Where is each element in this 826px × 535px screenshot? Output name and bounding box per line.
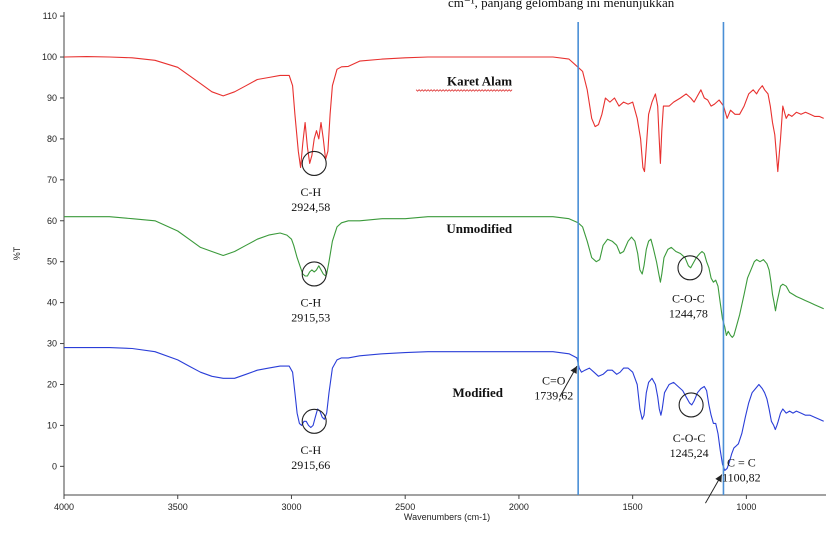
y-tick-label: 100 — [42, 52, 57, 62]
axes: 0 10 20 30 40 50 60 70 80 90 100 110 4000 3500 3000 250… — [12, 11, 826, 522]
x-tick-label: 1500 — [623, 502, 643, 512]
peak-arrow-head — [715, 474, 722, 483]
peak-annotation-label: C-O-C — [672, 292, 705, 306]
series-line-karet-alam — [63, 56, 824, 173]
peak-arrow-head — [570, 366, 577, 374]
series-name-label: Modified — [452, 385, 503, 400]
y-tick-label: 80 — [47, 134, 57, 144]
y-tick-label: 30 — [47, 339, 57, 349]
peak-circle — [677, 255, 703, 281]
peak-annotation-label: C-H — [300, 443, 321, 457]
x-tick-label: 2500 — [395, 502, 415, 512]
x-tick-label: 1000 — [736, 502, 756, 512]
series-line-unmodified — [64, 216, 824, 338]
y-tick-label: 70 — [47, 175, 57, 185]
y-tick-label: 40 — [47, 298, 57, 308]
series-name-label: Karet Alam — [447, 74, 512, 89]
x-tick-label: 4000 — [54, 502, 74, 512]
y-tick-label: 20 — [47, 379, 57, 389]
peak-annotation-label: 1100,82 — [722, 470, 761, 484]
peak-circle — [301, 261, 327, 287]
peak-annotation-label: C = C — [727, 455, 756, 469]
peak-annotation-label: 2915,66 — [291, 458, 330, 472]
peak-annotation-label: C=O — [542, 373, 566, 387]
peak-annotation-label: 1739,62 — [534, 388, 573, 402]
series-lines — [63, 56, 824, 471]
y-axis-title: %T — [12, 246, 22, 260]
reference-lines — [577, 22, 725, 495]
peak-annotation-label: 1244,78 — [669, 307, 708, 321]
peak-annotation-label: C-H — [300, 185, 321, 199]
x-tick-label: 2000 — [509, 502, 529, 512]
peak-circle — [301, 408, 327, 434]
peak-annotation-label: C-H — [300, 296, 321, 310]
peak-circle — [301, 150, 327, 176]
peak-annotation-label: C-O-C — [673, 431, 706, 445]
header-note: cm⁻¹, panjang gelombang ini menunjukkan — [448, 0, 826, 14]
peak-annotation-label: 1245,24 — [670, 446, 709, 460]
y-tick-label: 60 — [47, 216, 57, 226]
x-tick-label: 3000 — [281, 502, 301, 512]
y-tick-label: 90 — [47, 93, 57, 103]
header-note-text: cm⁻¹, panjang gelombang ini menunjukkan — [448, 0, 675, 10]
y-tick-label: 10 — [47, 420, 57, 430]
y-tick-label: 50 — [47, 257, 57, 267]
x-tick-label: 3500 — [168, 502, 188, 512]
annotations: C-H2924,58C-H2915,53C-H2915,66C-O-C1244,… — [291, 150, 761, 504]
spellcheck-underline — [415, 89, 513, 92]
series-line-modified — [64, 347, 824, 471]
peak-annotation-label: 2924,58 — [291, 200, 330, 214]
series-name-label: Unmodified — [446, 221, 513, 236]
peak-circle — [678, 392, 704, 418]
series-labels: Karet Alam Unmodified Modified — [415, 74, 513, 400]
peak-annotation-label: 2915,53 — [291, 311, 330, 325]
y-tick-label: 110 — [43, 11, 57, 21]
x-axis-title: Wavenumbers (cm-1) — [404, 512, 490, 522]
y-tick-label: 0 — [52, 461, 57, 471]
